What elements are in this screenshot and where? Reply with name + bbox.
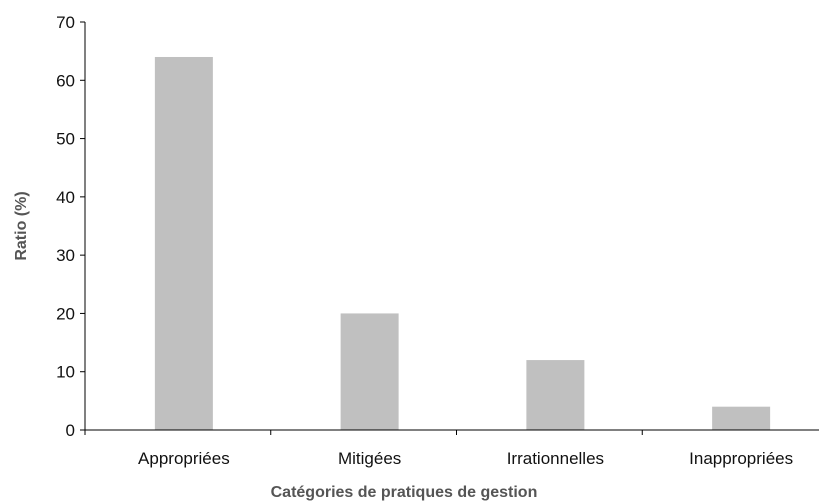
x-tick-label: Inappropriées <box>689 449 793 468</box>
x-tick-label: Mitigées <box>338 449 401 468</box>
y-tick-label: 40 <box>56 188 75 207</box>
x-tick-label: Appropriées <box>138 449 230 468</box>
y-tick-label: 50 <box>56 130 75 149</box>
y-axis-title: Ratio (%) <box>13 191 30 260</box>
bar-appropriees <box>154 56 213 430</box>
y-tick-label: 60 <box>56 71 75 90</box>
y-tick-label: 30 <box>56 246 75 265</box>
x-tick-label: Irrationnelles <box>507 449 604 468</box>
axes-layer <box>84 22 819 431</box>
y-tick-label: 70 <box>56 13 75 32</box>
x-axis-title: Catégories de pratiques de gestion <box>271 484 538 501</box>
x-ticks <box>84 430 643 435</box>
bar-inappropriees <box>712 406 771 430</box>
x-tick-labels: Appropriées Mitigées Irrationnelles Inappro… <box>138 449 793 468</box>
y-tick-label: 10 <box>56 363 75 382</box>
y-tick-label: 20 <box>56 304 75 323</box>
bar-irrationnelles <box>526 360 585 430</box>
y-tick-label: 0 <box>66 421 75 440</box>
bar-mitigees <box>340 313 399 430</box>
y-ticks: 0 10 20 30 40 50 60 70 <box>56 13 85 440</box>
bars-layer <box>154 56 771 430</box>
